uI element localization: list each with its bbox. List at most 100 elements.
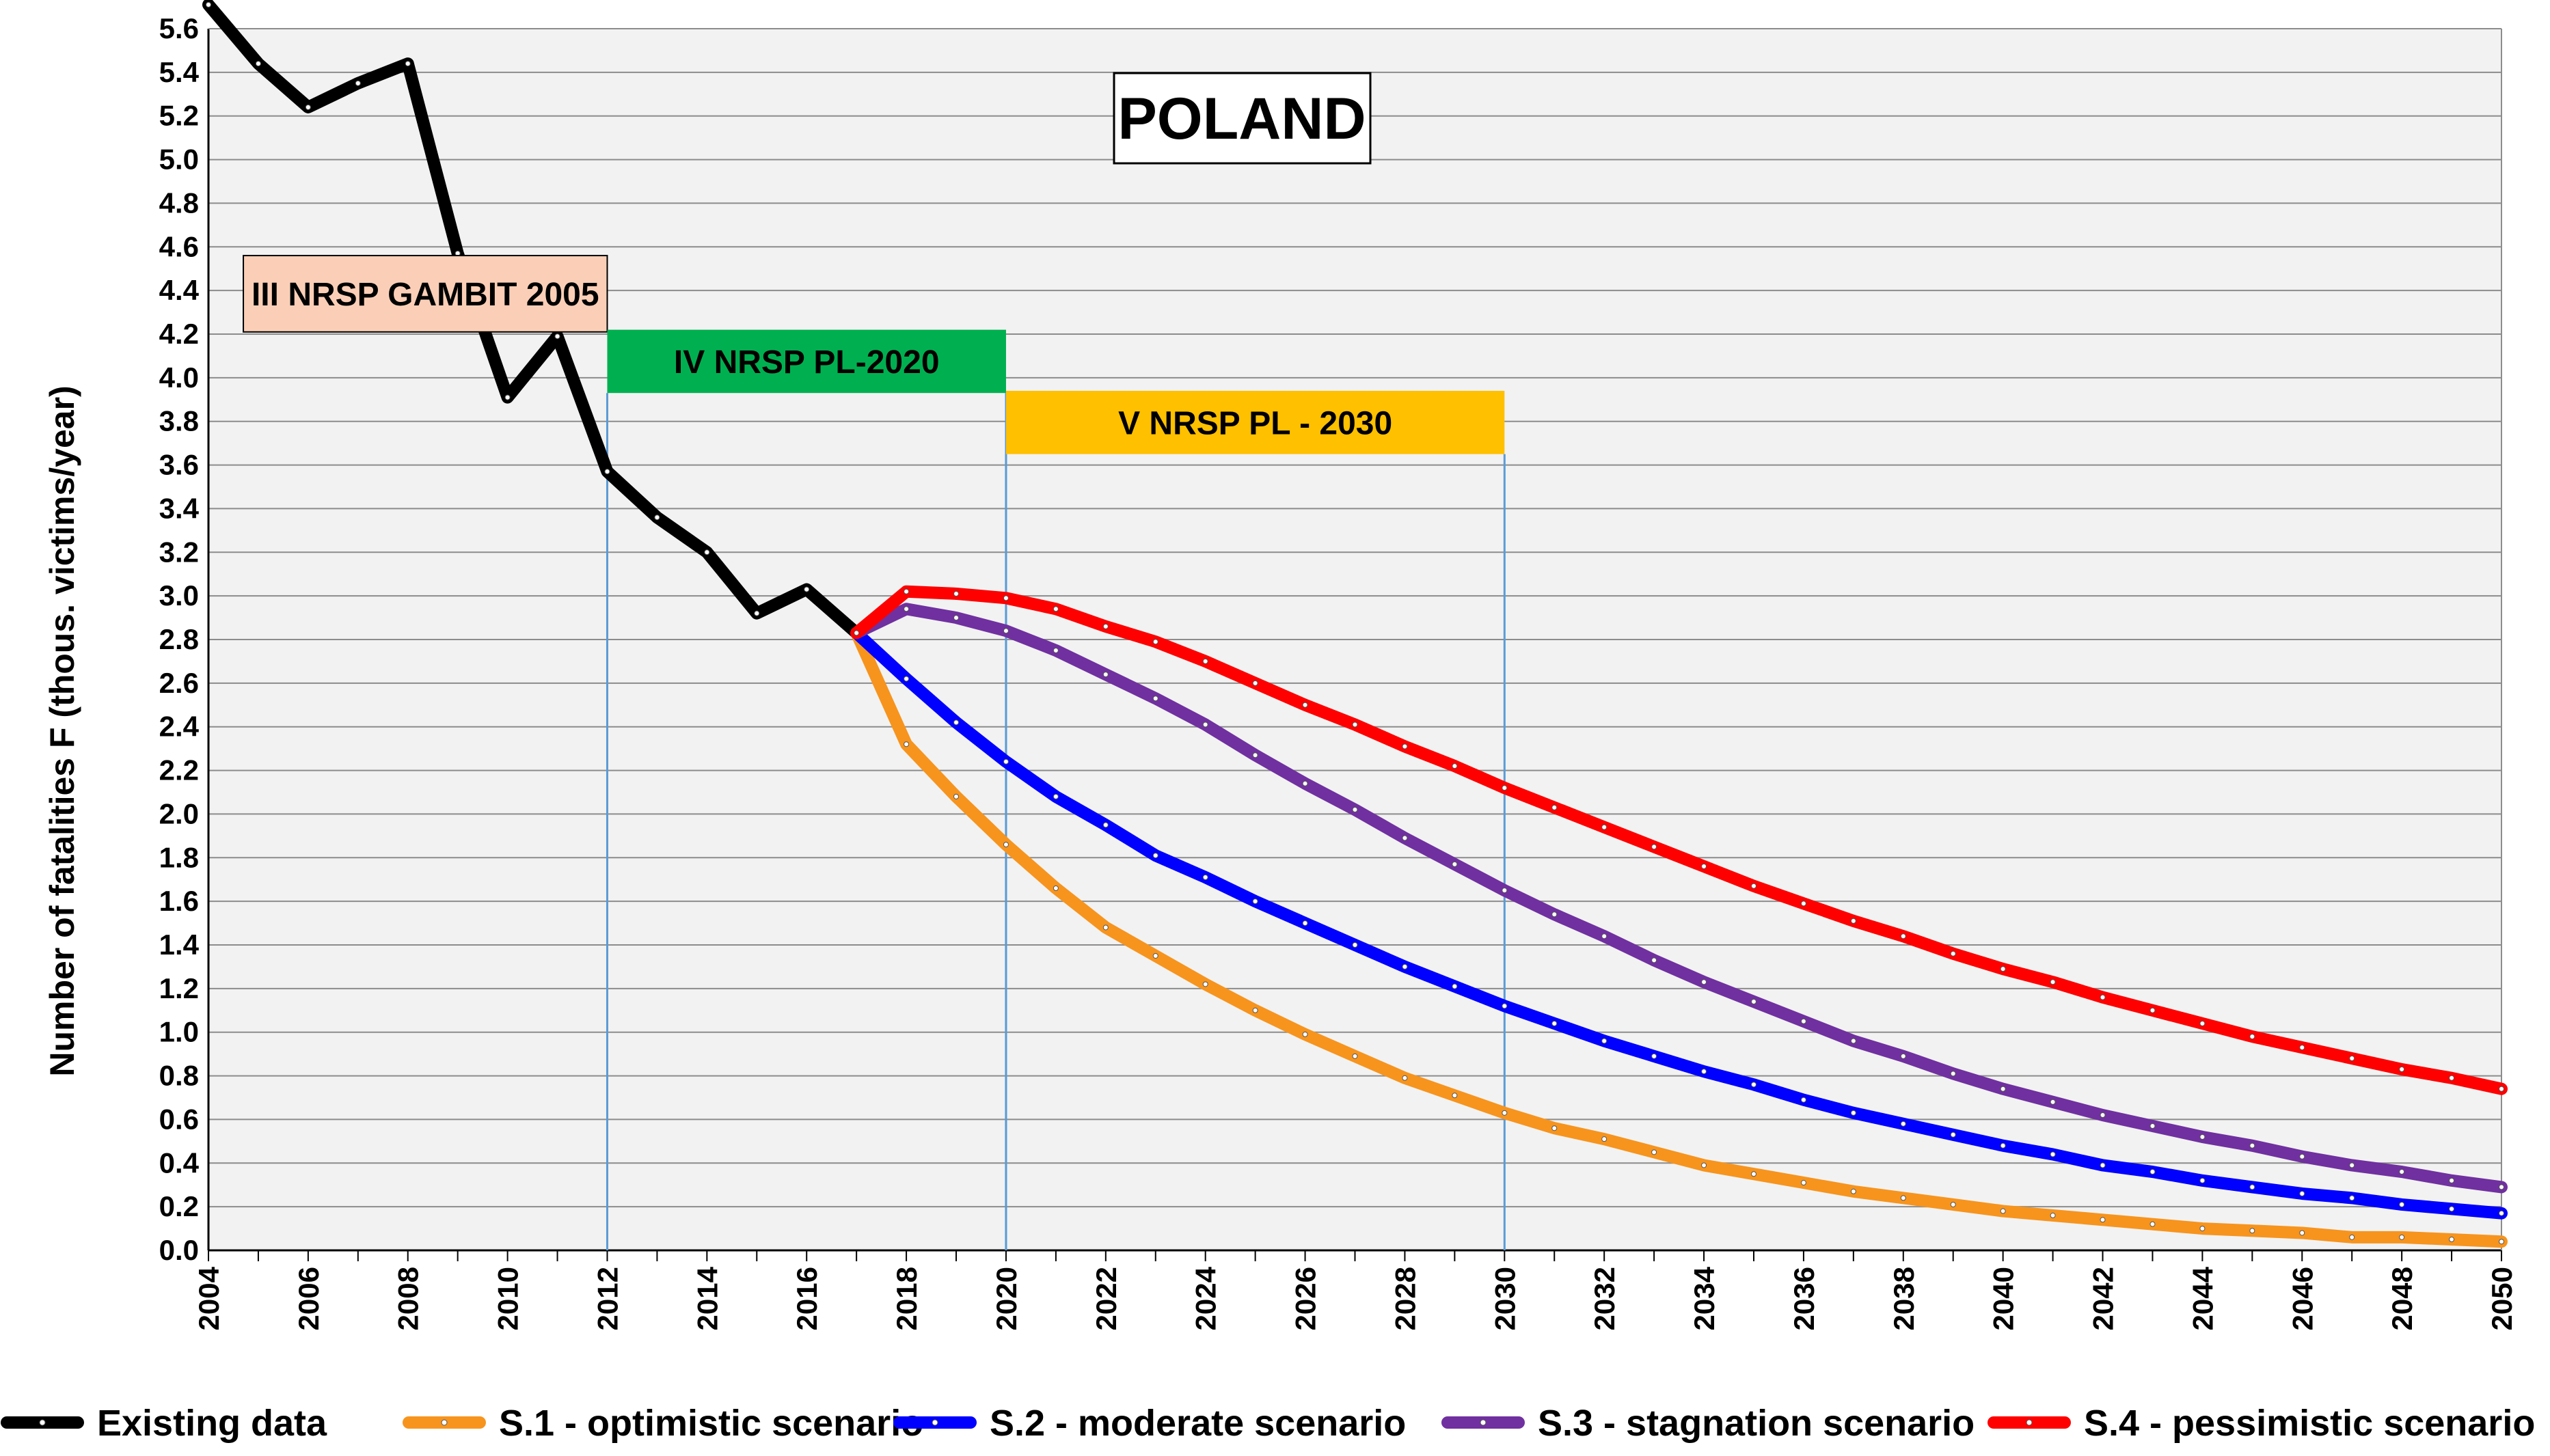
series-point-2 (2299, 1190, 2305, 1196)
y-tick-label: 3.4 (159, 492, 200, 524)
series-point-1 (2449, 1237, 2455, 1243)
series-point-3 (2349, 1162, 2355, 1168)
series-point-3 (1900, 1053, 1906, 1059)
series-point-2 (2399, 1201, 2405, 1207)
series-line-1 (850, 627, 2508, 1248)
series-point-4 (2499, 1086, 2504, 1092)
series-point-2 (1551, 1020, 1558, 1026)
legend-label-2: S.2 - moderate scenario (990, 1403, 1406, 1444)
y-tick-label: 2.6 (159, 667, 199, 699)
series-point-3 (2050, 1099, 2056, 1105)
series-point-2 (953, 719, 960, 726)
x-tick-label: 2006 (293, 1267, 325, 1330)
series-point-4 (1053, 606, 1059, 612)
series-point-2 (1452, 983, 1458, 989)
series-point-1 (1850, 1188, 1856, 1194)
series-point-1 (2499, 1239, 2504, 1245)
series-point-1 (1651, 1149, 1657, 1155)
series-point-0 (804, 586, 810, 592)
series-point-3 (1601, 933, 1608, 939)
x-tick-label: 2012 (591, 1267, 623, 1330)
series-point-1 (1302, 1031, 1308, 1037)
series-point-4 (1651, 844, 1657, 850)
series-point-2 (1053, 793, 1059, 799)
series-point-1 (2000, 1208, 2006, 1214)
series-point-1 (1053, 885, 1059, 891)
legend-label-3: S.3 - stagnation scenario (1538, 1403, 1975, 1444)
x-tick-label: 2014 (691, 1266, 723, 1330)
period-box-2 (1005, 391, 1505, 454)
series-point-3 (1551, 911, 1558, 918)
series-point-4 (1601, 824, 1608, 830)
series-point-2 (1601, 1038, 1608, 1044)
series-line-2 (850, 627, 2508, 1220)
series-point-4 (1800, 901, 1806, 907)
series-point-3 (2000, 1086, 2006, 1092)
series-point-3 (1402, 835, 1408, 841)
period-box-0 (243, 255, 608, 333)
series-point-3 (1950, 1071, 1956, 1077)
y-tick-label: 1.2 (159, 972, 199, 1004)
series-point-4 (2100, 994, 2106, 1000)
series-point-2 (1651, 1053, 1657, 1059)
series-point-4 (953, 590, 960, 596)
x-tick-label: 2028 (1389, 1267, 1421, 1330)
series-point-4 (1502, 785, 1508, 791)
series-point-3 (1850, 1038, 1856, 1044)
y-tick-label: 5.6 (159, 12, 199, 44)
x-tick-label: 2026 (1290, 1267, 1322, 1330)
series-point-2 (1800, 1097, 1806, 1103)
x-tick-label: 2036 (1788, 1267, 1820, 1330)
series-point-1 (1750, 1171, 1756, 1177)
series-point-4 (1900, 933, 1906, 939)
legend-marker-3 (1480, 1419, 1487, 1426)
series-point-4 (1152, 639, 1158, 645)
series-point-0 (604, 469, 610, 475)
series-point-2 (1402, 963, 1408, 970)
y-tick-label: 4.0 (159, 361, 199, 394)
series-point-3 (2299, 1153, 2305, 1159)
series-point-1 (1352, 1053, 1358, 1059)
series-point-3 (2149, 1123, 2156, 1129)
period-box-1 (607, 329, 1006, 394)
series-point-2 (1202, 875, 1208, 881)
y-tick-label: 3.8 (159, 405, 199, 437)
x-tick-label: 2024 (1190, 1266, 1222, 1330)
series-point-4 (1352, 722, 1358, 728)
series-point-2 (1502, 1003, 1508, 1009)
series-point-1 (2399, 1234, 2405, 1240)
legend-marker-4 (2026, 1419, 2033, 1426)
series-point-0 (255, 61, 261, 67)
series-point-2 (904, 676, 910, 682)
series-point-1 (2050, 1212, 2056, 1218)
x-axis-tick-labels: 2004 2006 2008 2010 2012 2014 2016 2018 2020 2022… (193, 1266, 2518, 1330)
series-point-1 (2149, 1221, 2156, 1227)
series-point-3 (904, 606, 910, 612)
period-boxes: III NRSP GAMBIT 2005 IV NRSP PL-2020 V NRS… (243, 255, 1505, 454)
series-point-2 (1003, 758, 1009, 765)
x-tick-label: 2004 (193, 1266, 225, 1330)
series-point-1 (1003, 842, 1009, 848)
series-point-0 (305, 104, 311, 110)
series-line-0 (202, 0, 863, 640)
series-point-1 (2199, 1226, 2206, 1232)
y-axis-tick-labels: 0.0 0.2 0.4 0.6 0.8 1.0 1.2 1.4 1.6 1.8 2.0 2.2 2.4 2… (159, 12, 200, 1266)
series-point-1 (1601, 1136, 1608, 1142)
y-tick-label: 4.6 (159, 230, 199, 262)
series-point-1 (1950, 1201, 1956, 1207)
series-point-1 (1252, 1007, 1258, 1013)
series-point-4 (1402, 743, 1408, 750)
legend-marker-1 (441, 1419, 448, 1426)
series-point-4 (1701, 864, 1707, 870)
y-tick-label: 5.2 (159, 100, 199, 132)
series-point-1 (2100, 1217, 2106, 1223)
series-point-2 (2449, 1206, 2455, 1212)
x-tick-label: 2038 (1888, 1267, 1920, 1330)
title-box-frame (1113, 72, 1372, 165)
series-point-3 (1800, 1018, 1806, 1024)
legend-label-4: S.4 - pessimistic scenario (2084, 1403, 2535, 1444)
series-point-3 (2199, 1134, 2206, 1140)
series-point-1 (1402, 1075, 1408, 1081)
x-tick-label: 2050 (2486, 1267, 2518, 1330)
